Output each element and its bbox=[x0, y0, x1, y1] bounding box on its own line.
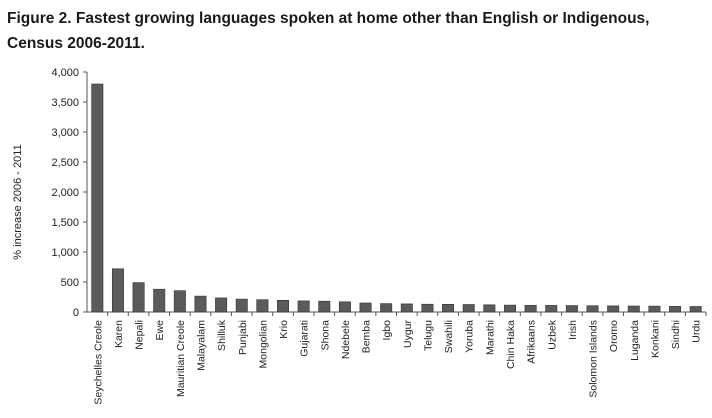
y-tick-label: 4,000 bbox=[51, 67, 79, 79]
x-tick-label: Shona bbox=[319, 320, 331, 351]
x-tick-label: Irish bbox=[567, 320, 579, 340]
x-tick-label: Marathi bbox=[484, 320, 496, 355]
bars bbox=[91, 83, 702, 313]
bar bbox=[421, 303, 434, 313]
x-tick-label: Sindhi bbox=[670, 320, 682, 349]
chart-title-line-2: Census 2006-2011. bbox=[7, 35, 145, 52]
x-tick-label: Urdu bbox=[691, 320, 703, 343]
bar bbox=[483, 304, 496, 313]
bar bbox=[132, 282, 145, 313]
x-tick-label: Ndebele bbox=[340, 320, 352, 359]
x-tick-label: Nepali bbox=[134, 320, 146, 350]
bar bbox=[442, 304, 455, 313]
x-tick-label: Mongolian bbox=[257, 320, 269, 369]
x-tick-label: Seychelles Creole bbox=[92, 320, 104, 405]
x-tick-label: Telugu bbox=[422, 320, 434, 351]
x-tick-label: Malayalam bbox=[195, 320, 207, 371]
y-tick-label: 0 bbox=[73, 307, 79, 319]
bar bbox=[111, 268, 124, 313]
x-tick-label: Luganda bbox=[629, 320, 641, 361]
bar bbox=[173, 290, 186, 313]
bar bbox=[235, 298, 248, 313]
x-tick-label: Karen bbox=[113, 320, 125, 348]
y-tick-label: 2,000 bbox=[51, 187, 79, 199]
y-tick-label: 1,500 bbox=[51, 217, 79, 229]
bar bbox=[669, 305, 682, 313]
x-tick-label: Ewe bbox=[154, 320, 166, 341]
bar bbox=[504, 304, 516, 313]
y-tick-label: 2,500 bbox=[51, 157, 79, 169]
y-axis: 0 500 1,000 1,500 2,000 2,500 3,000 3,500 4,000 bbox=[51, 67, 706, 319]
y-tick-label: 1,000 bbox=[51, 247, 79, 259]
bar bbox=[194, 295, 207, 313]
bar bbox=[607, 305, 620, 313]
x-tick-label: Chin Haka bbox=[505, 320, 517, 369]
x-tick-label: Uygur bbox=[402, 320, 414, 349]
bar bbox=[565, 305, 578, 313]
x-tick-label: Punjabi bbox=[237, 320, 249, 355]
x-tick-label: Igbo bbox=[381, 320, 393, 341]
bar bbox=[545, 305, 558, 313]
x-tick-label: Gujarati bbox=[299, 320, 311, 357]
y-axis-label: % increase 2006 - 2011 bbox=[12, 144, 24, 259]
bar bbox=[215, 297, 228, 313]
bar bbox=[648, 305, 661, 313]
x-tick-label: Uzbek bbox=[546, 319, 558, 350]
y-tick-label: 500 bbox=[61, 277, 79, 289]
bar bbox=[153, 288, 166, 313]
bar bbox=[338, 301, 351, 313]
x-tick-label: Shilluk bbox=[216, 319, 228, 351]
bar bbox=[91, 83, 104, 313]
x-tick-label: Afrikaans bbox=[526, 320, 538, 364]
bar bbox=[277, 299, 289, 313]
chart-title: Figure 2. Fastest growing languages spok… bbox=[7, 6, 697, 56]
bar bbox=[359, 302, 372, 313]
bar bbox=[462, 304, 475, 313]
x-tick-label: Mauritian Creole bbox=[175, 320, 187, 397]
y-tick-label: 3,000 bbox=[51, 127, 79, 139]
x-tick-label: Krio bbox=[278, 320, 290, 339]
bar bbox=[318, 300, 331, 313]
x-axis-labels: Seychelles Creole Karen Nepali Ewe Mauritian… bbox=[92, 312, 707, 405]
chart-title-line-1: Figure 2. Fastest growing languages spok… bbox=[7, 10, 650, 27]
x-tick-label: Konkani bbox=[649, 320, 661, 358]
bar bbox=[627, 305, 640, 313]
bar bbox=[524, 304, 537, 313]
bar bbox=[297, 300, 310, 313]
bar bbox=[400, 303, 413, 313]
bar bbox=[689, 306, 702, 313]
x-tick-label: Oromo bbox=[608, 320, 620, 352]
bar bbox=[586, 305, 599, 313]
x-tick-label: Yoruba bbox=[464, 320, 476, 353]
bar bbox=[256, 299, 269, 313]
y-tick-label: 3,500 bbox=[51, 97, 79, 109]
x-tick-label: Solomon Islands bbox=[588, 320, 600, 398]
bar bbox=[380, 303, 393, 313]
x-tick-label: Bemba bbox=[361, 320, 373, 353]
x-tick-label: Swahili bbox=[443, 320, 455, 353]
